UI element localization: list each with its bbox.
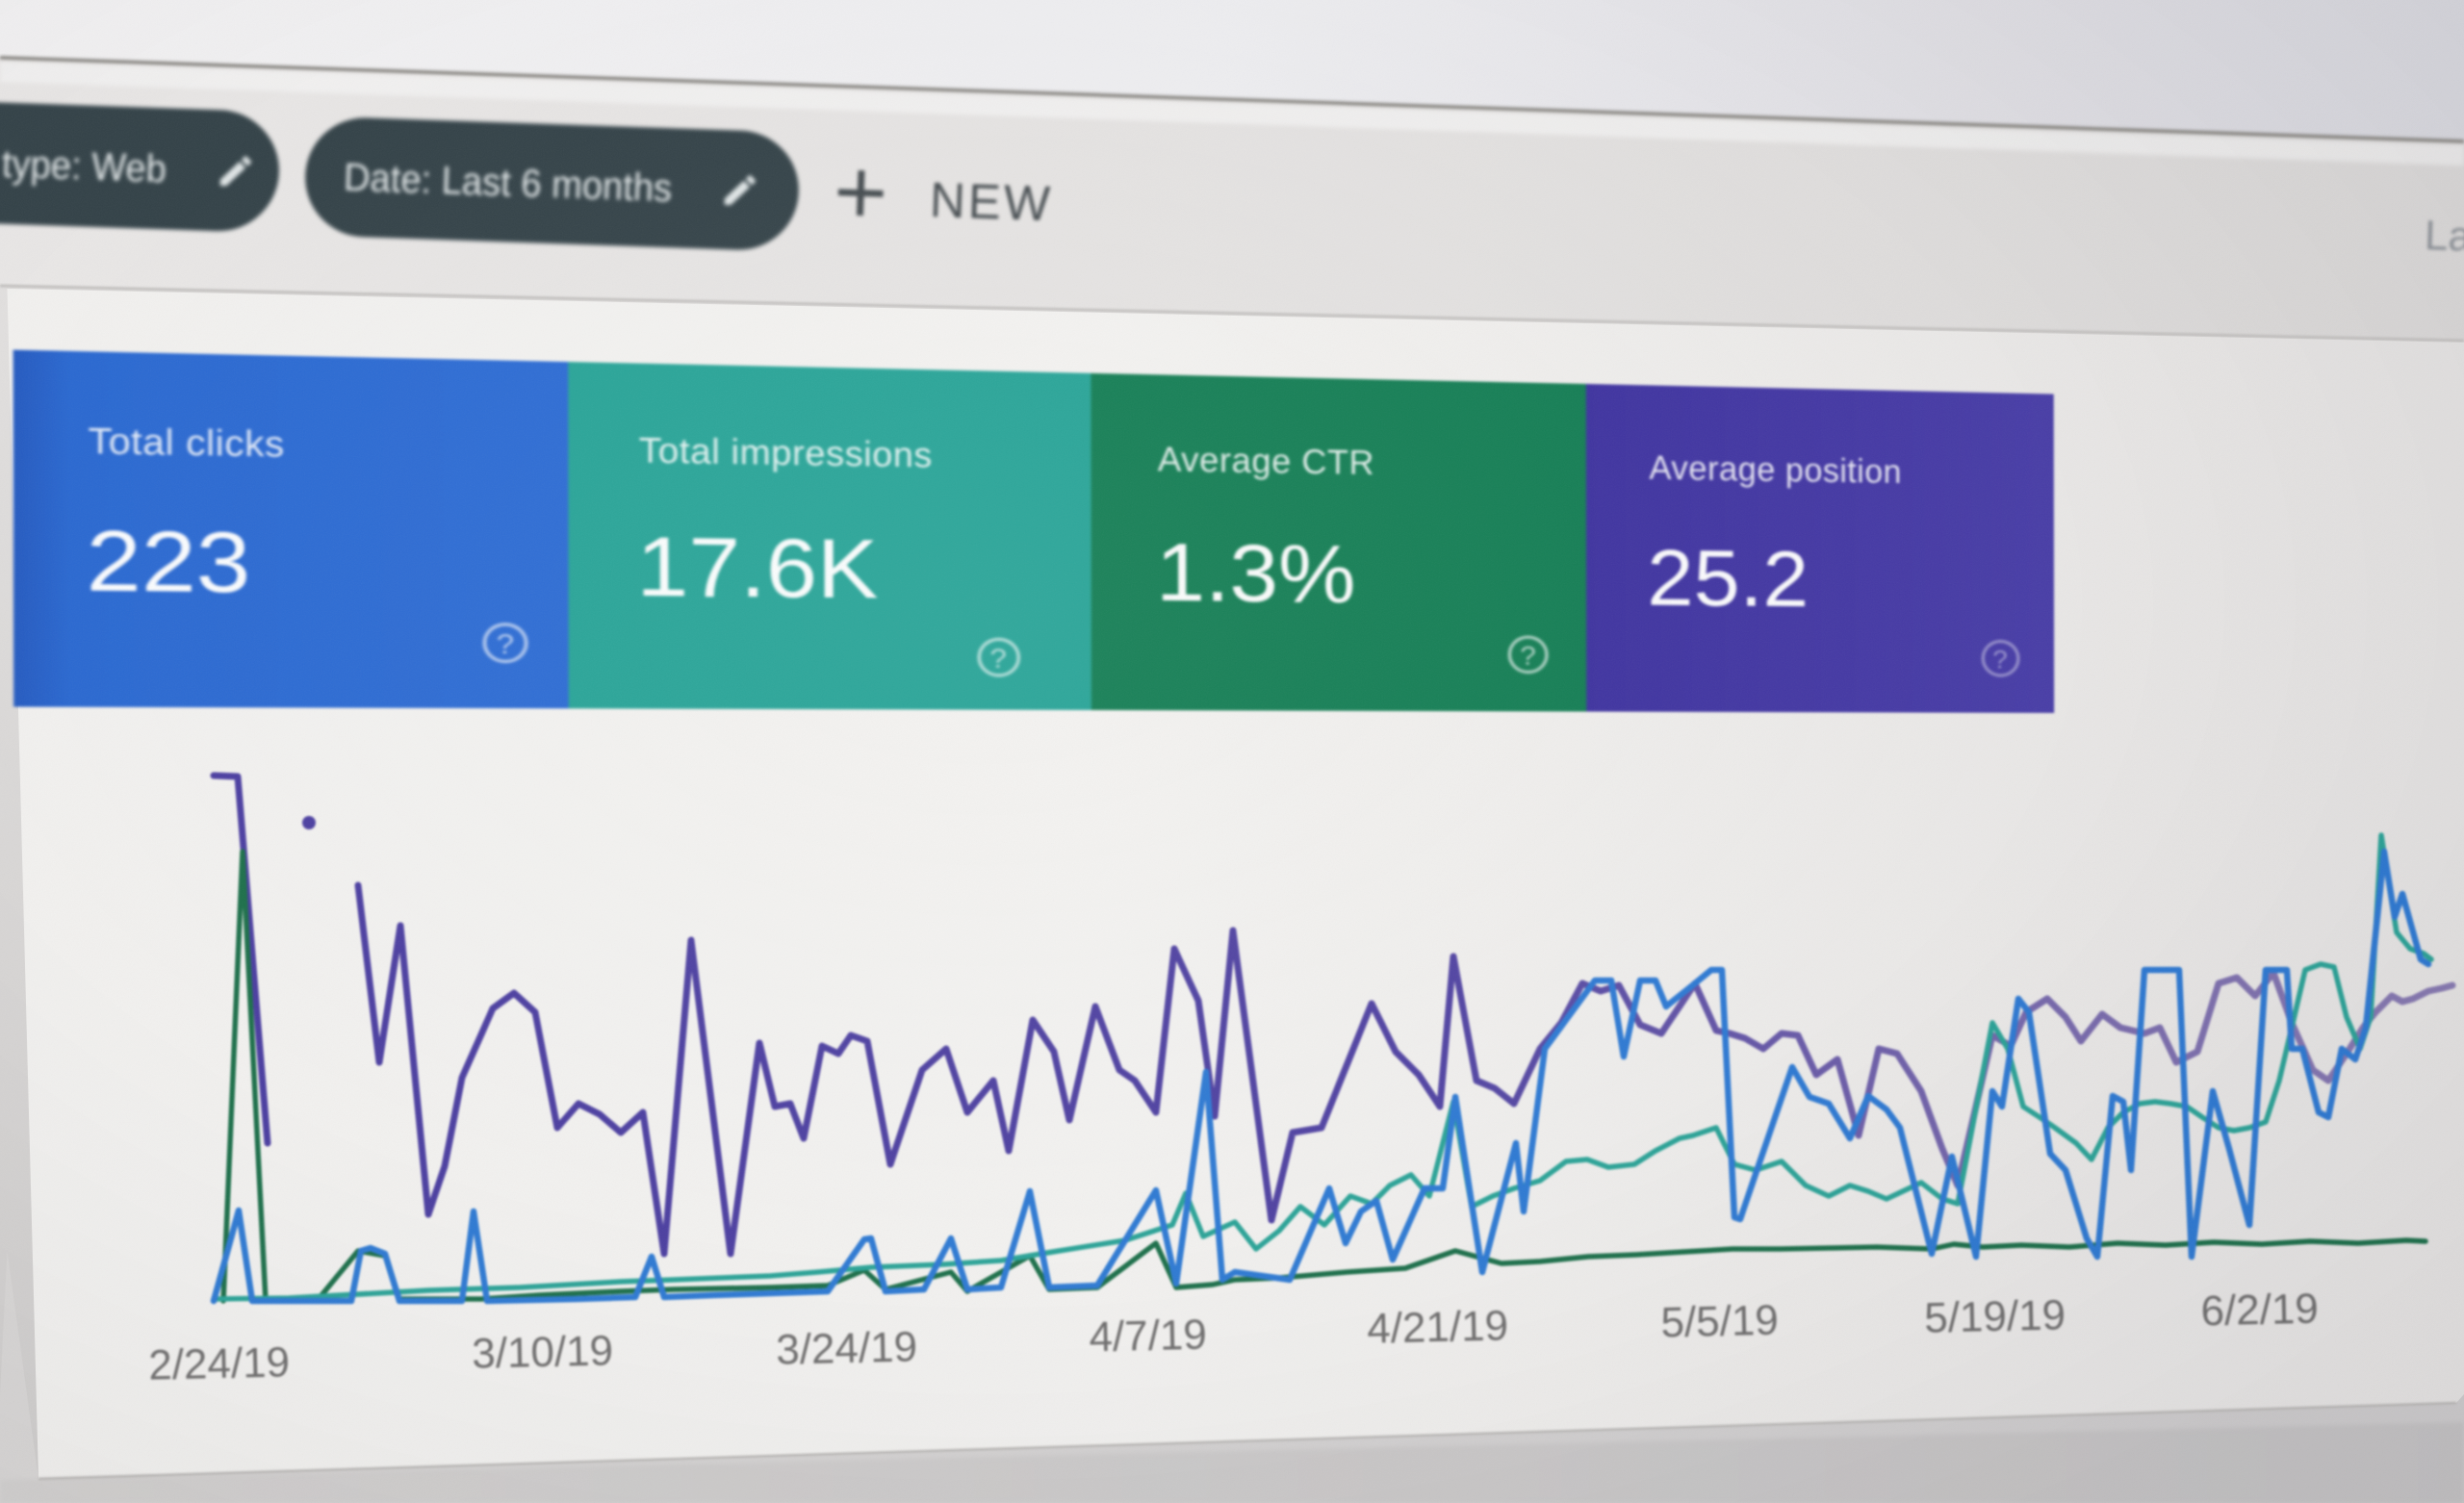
- svg-text:4/7/19: 4/7/19: [1089, 1312, 1207, 1362]
- svg-text:4/21/19: 4/21/19: [1367, 1302, 1509, 1352]
- svg-text:5/19/19: 5/19/19: [1924, 1291, 2066, 1341]
- svg-text:5/5/19: 5/5/19: [1660, 1297, 1779, 1347]
- svg-text:6/2/19: 6/2/19: [2200, 1286, 2319, 1336]
- svg-text:3/10/19: 3/10/19: [472, 1327, 614, 1377]
- svg-text:2/24/19: 2/24/19: [148, 1338, 291, 1388]
- svg-text:3/24/19: 3/24/19: [776, 1323, 918, 1373]
